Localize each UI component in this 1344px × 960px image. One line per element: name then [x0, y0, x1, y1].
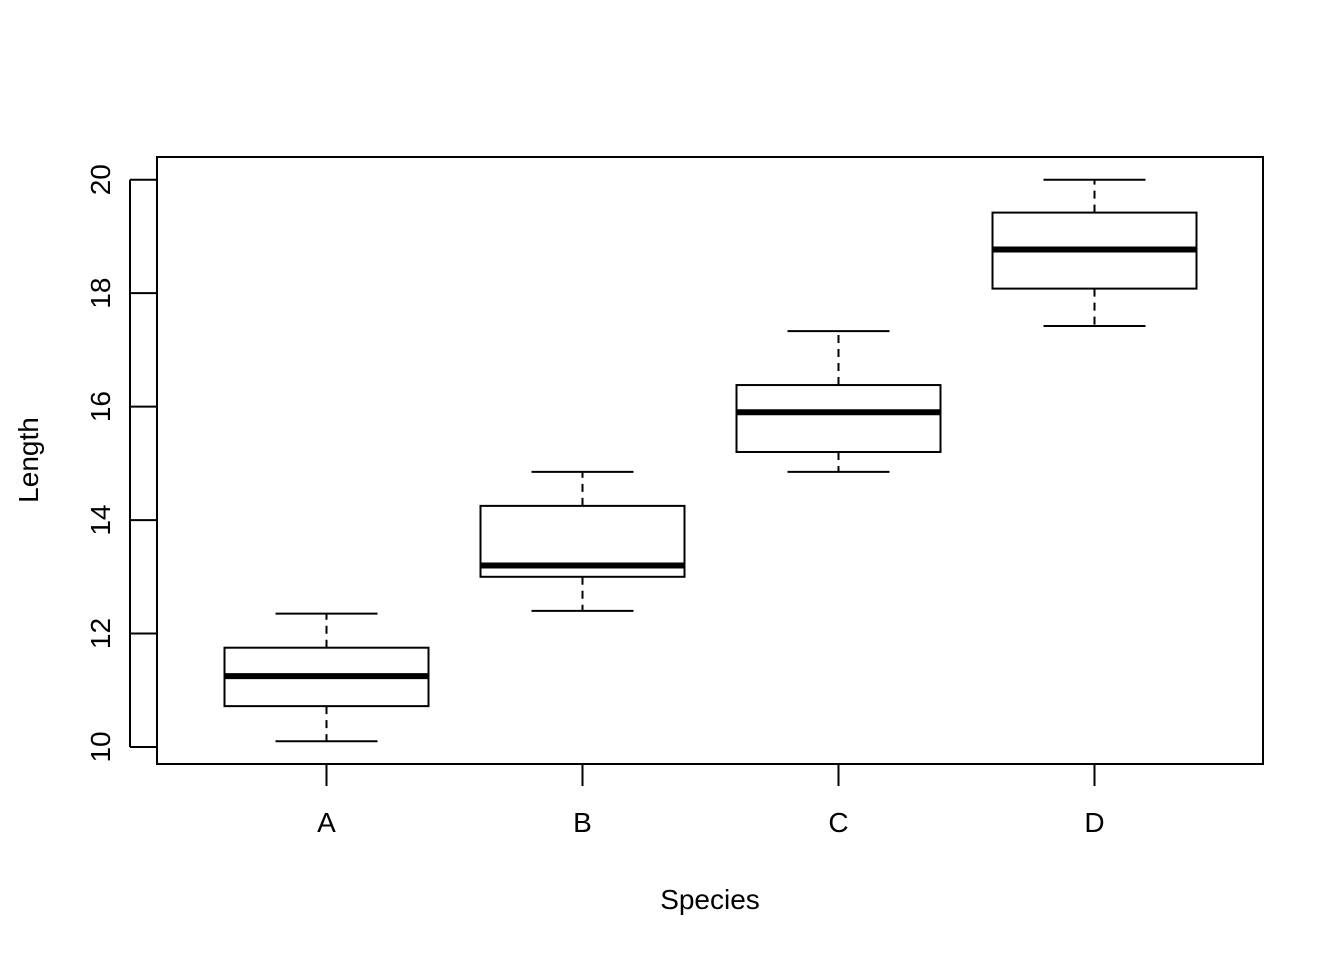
x-tick-label: B [573, 807, 592, 838]
x-axis: A B C D [317, 764, 1105, 838]
x-tick-label: C [828, 807, 848, 838]
box-C [735, 330, 942, 473]
plot-frame [156, 156, 1264, 765]
y-tick-label: 14 [85, 504, 116, 535]
y-axis-title: Length [13, 417, 44, 503]
y-tick-label: 18 [85, 278, 116, 309]
box-A [223, 612, 430, 743]
y-axis: 10 12 14 16 18 20 [85, 164, 157, 763]
iqr-box [735, 384, 942, 453]
box-series [223, 178, 1198, 743]
box-D [991, 178, 1198, 328]
x-tick-label: A [317, 807, 336, 838]
y-tick-label: 20 [85, 164, 116, 195]
box-B [479, 470, 686, 612]
y-tick-label: 10 [85, 731, 116, 762]
x-tick-label: D [1084, 807, 1104, 838]
y-tick-label: 16 [85, 391, 116, 422]
x-axis-title: Species [660, 884, 760, 915]
y-tick-label: 12 [85, 618, 116, 649]
